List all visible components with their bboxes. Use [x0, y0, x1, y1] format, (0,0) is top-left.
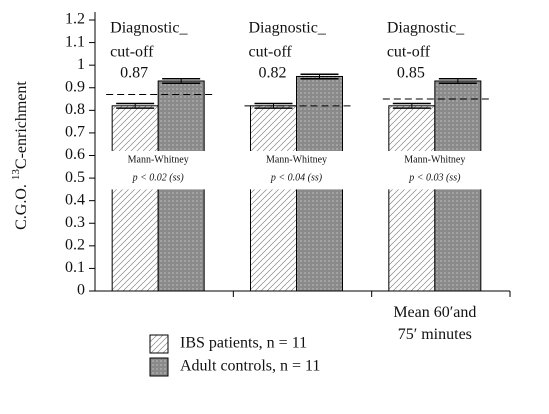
bar: [111, 105, 159, 292]
y-tick-label: 0.8: [65, 101, 85, 118]
y-tick-label: 0.6: [65, 146, 85, 163]
y-axis-label: C.G.O. 13C-enrichment: [10, 81, 30, 230]
p-label: p < 0.02 (ss): [132, 172, 185, 183]
x-tick-label-line: 75′ minutes: [398, 326, 472, 343]
y-tick-label: 1: [77, 56, 85, 73]
y-tick-label: 1.1: [65, 33, 85, 50]
legend-label: IBS patients, n = 11: [180, 335, 307, 352]
bar: [388, 105, 436, 292]
legend-swatch: [149, 357, 169, 377]
y-axis-label-suffix: C-enrichment: [13, 81, 30, 170]
test-box: [386, 150, 483, 190]
y-tick-label: 0.2: [65, 237, 85, 254]
error-bar: [300, 73, 339, 80]
error-bar: [438, 77, 477, 84]
y-tick-label: 1.2: [65, 11, 85, 28]
y-tick-label: 0.4: [65, 191, 85, 208]
x-tick-label-line: Mean 60′and: [393, 304, 476, 321]
p-label: p < 0.03 (ss): [408, 172, 461, 183]
p-label: p < 0.04 (ss): [270, 172, 323, 183]
legend-swatch: [149, 334, 169, 354]
cutoff-value: 0.85: [397, 65, 425, 82]
cutoff-value: 0.87: [120, 65, 148, 82]
test-label: Mann-Whitney: [128, 154, 189, 165]
bar: [250, 105, 297, 292]
cutoff-value: 0.82: [259, 65, 287, 82]
cutoff-title: Diagnostic_: [249, 20, 327, 37]
error-bar: [162, 77, 201, 84]
y-tick-label: 0.7: [65, 124, 85, 141]
test-label: Mann-Whitney: [404, 154, 465, 165]
cutoff-title: cut-off: [387, 44, 431, 61]
cutoff-title: cut-off: [110, 44, 154, 61]
test-box: [248, 150, 345, 190]
legend-label: Adult controls, n = 11: [180, 358, 320, 375]
cutoff-title: Diagnostic_: [110, 20, 188, 37]
y-tick-label: 0.1: [65, 259, 85, 276]
y-tick-label: 0.5: [65, 169, 85, 186]
y-tick-label: 0.3: [65, 214, 85, 231]
x-tick-label: Mean 60′and 75′ minutes: [393, 304, 476, 343]
test-label: Mann-Whitney: [266, 154, 327, 165]
test-box: [110, 150, 207, 190]
y-tick-label: 0.9: [65, 78, 85, 95]
cutoff-title: Diagnostic_: [387, 20, 465, 37]
cutoff-title: cut-off: [249, 44, 293, 61]
error-bar: [392, 102, 431, 109]
y-axis-label-sup: 13: [10, 169, 22, 181]
y-tick-label: 0: [77, 282, 85, 299]
error-bar: [116, 102, 155, 109]
y-axis-label-prefix: C.G.O.: [13, 184, 30, 230]
